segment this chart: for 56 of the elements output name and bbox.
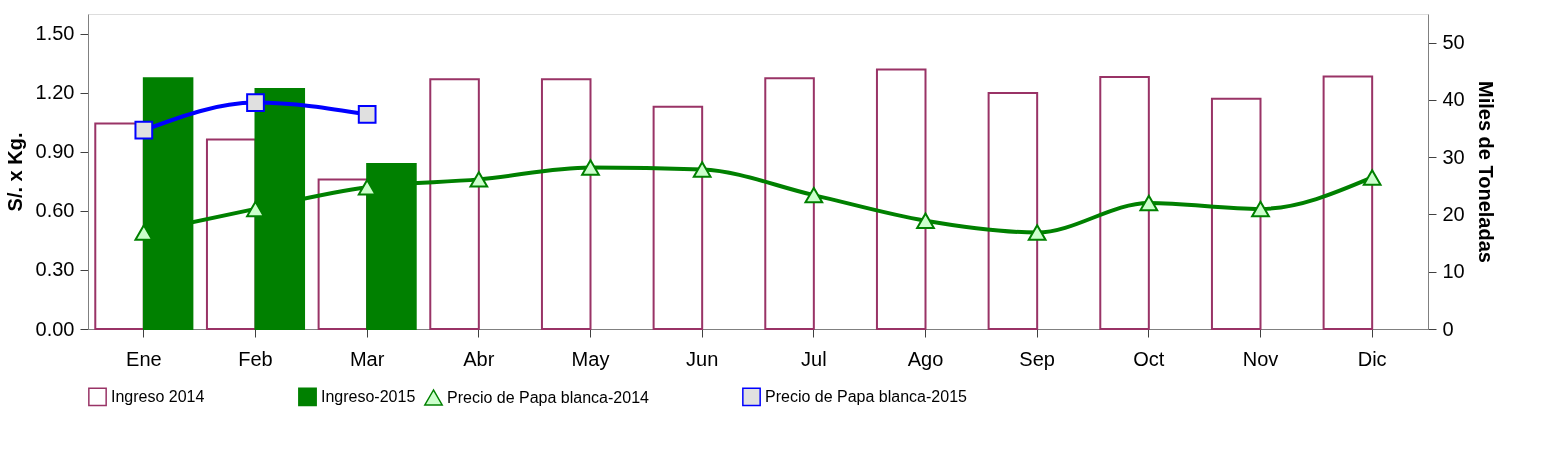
bar: [429, 78, 480, 330]
bar: [875, 68, 927, 330]
x-tick-label: Sep: [1019, 347, 1055, 370]
x-tick-label: Jun: [686, 347, 719, 370]
bar: [1210, 97, 1262, 330]
point: [134, 120, 154, 140]
point: [1251, 200, 1270, 218]
x-tick-label: Ene: [126, 347, 162, 370]
point: [357, 105, 377, 124]
x-tick-label: Nov: [1242, 347, 1279, 370]
y-tick-label: 1.50: [35, 22, 75, 45]
point: [692, 161, 712, 178]
y2-tick-label: 20: [1442, 202, 1465, 225]
y-tick-label: 0.60: [35, 199, 75, 222]
bar: [94, 122, 145, 330]
x-tick-label: Oct: [1133, 347, 1165, 370]
bar: [317, 178, 369, 330]
y2-tick-label: 0: [1442, 317, 1454, 340]
x-tick-label: Dic: [1357, 347, 1387, 370]
legend-label: Precio de Papa blanca-2014: [447, 388, 650, 406]
y-tick-label: 0.00: [35, 317, 75, 340]
bar: [764, 77, 815, 330]
bar: [1322, 75, 1374, 330]
bar: [1099, 76, 1150, 330]
y-tick-label: 0.30: [35, 258, 75, 281]
y2-tick-label: 10: [1442, 260, 1465, 283]
x-tick-label: May: [571, 347, 610, 370]
point: [581, 159, 600, 176]
x-tick-label: Jul: [801, 347, 827, 370]
point: [1027, 224, 1047, 241]
legend-label: Ingreso 2014: [111, 387, 205, 405]
x-tick-label: Mar: [349, 347, 385, 370]
point: [134, 224, 154, 241]
legend-label: Ingreso-2015: [321, 387, 416, 405]
point: [804, 186, 824, 204]
bar: [205, 138, 257, 330]
y-tick-label: 1.20: [35, 81, 75, 104]
y2-tick-label: 50: [1442, 31, 1465, 54]
point: [1139, 194, 1159, 212]
y2-axis-title: Miles de Toneladas: [1474, 81, 1497, 263]
point: [246, 93, 265, 112]
x-tick-label: Ago: [907, 347, 944, 370]
x-tick-label: Feb: [238, 347, 273, 370]
bar: [540, 78, 592, 330]
y2-tick-label: 30: [1442, 145, 1465, 168]
y-axis-title: S/. x Kg.: [3, 132, 26, 212]
point: [469, 171, 489, 188]
y2-tick-label: 40: [1442, 88, 1465, 111]
point: [916, 212, 935, 229]
point: [357, 179, 377, 196]
bar: [652, 105, 704, 330]
legend-label: Precio de Papa blanca-2015: [765, 387, 968, 405]
bar: [987, 92, 1039, 330]
y-tick-label: 0.90: [35, 140, 75, 163]
point: [1362, 169, 1382, 186]
x-tick-label: Abr: [463, 347, 495, 370]
